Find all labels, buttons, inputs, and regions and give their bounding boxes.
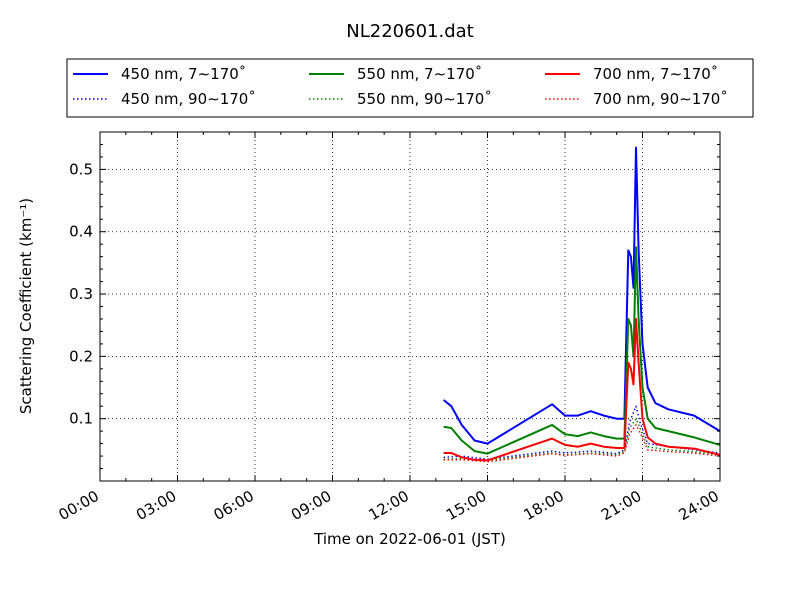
y-tick-label: 0.5: [69, 160, 93, 178]
legend-label-3: 550 nm, 90∼170˚: [357, 90, 492, 108]
y-tick-label: 0.4: [69, 223, 93, 241]
y-tick-label: 0.1: [69, 410, 93, 428]
y-axis-label: Scattering Coefficient (km⁻¹): [17, 198, 35, 414]
chart-title: NL220601.dat: [346, 21, 473, 42]
x-axis-label: Time on 2022-06-01 (JST): [313, 530, 506, 548]
series-group: [442, 146, 721, 463]
legend-label-0: 450 nm, 7∼170˚: [121, 65, 246, 83]
legend-label-5: 700 nm, 90∼170˚: [593, 90, 728, 108]
y-tick-label: 0.3: [69, 285, 93, 303]
legend-label-2: 550 nm, 7∼170˚: [357, 65, 482, 83]
series-line-4: [443, 318, 721, 462]
legend: 450 nm, 7∼170˚ 450 nm, 90∼170˚ 550 nm, 7∼1…: [66, 58, 754, 118]
legend-label-1: 450 nm, 90∼170˚: [121, 90, 256, 108]
legend-label-4: 700 nm, 7∼170˚: [593, 65, 718, 83]
y-tick-label: 0.2: [69, 347, 93, 365]
legend-box: [66, 58, 754, 118]
